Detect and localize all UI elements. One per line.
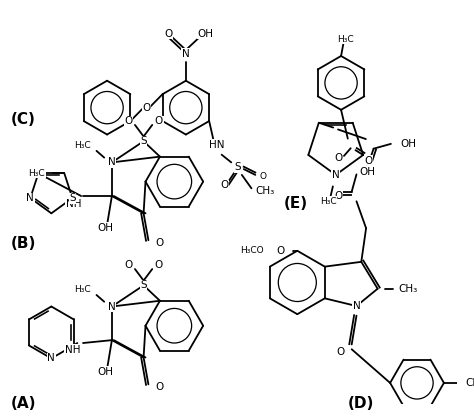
Text: O: O: [220, 180, 228, 190]
Text: S: S: [140, 136, 147, 146]
Text: O: O: [164, 29, 173, 39]
Text: OH: OH: [97, 366, 113, 376]
Text: NH: NH: [65, 199, 81, 209]
Text: OH: OH: [197, 29, 213, 39]
Text: OH: OH: [97, 223, 113, 233]
Text: (B): (B): [10, 236, 36, 251]
Text: H₃C: H₃C: [337, 35, 354, 44]
Text: CH₃: CH₃: [255, 186, 274, 196]
Text: N: N: [353, 301, 360, 311]
Text: O: O: [124, 260, 132, 270]
Text: N: N: [332, 170, 340, 180]
Text: O: O: [155, 238, 164, 248]
Text: H₃C: H₃C: [74, 285, 91, 294]
Text: O: O: [334, 191, 342, 201]
Text: N: N: [182, 49, 190, 59]
Text: N: N: [27, 193, 34, 203]
Text: O: O: [336, 347, 344, 357]
Text: OH: OH: [359, 167, 375, 177]
Text: OH: OH: [401, 139, 417, 149]
Text: H₃C: H₃C: [74, 141, 91, 150]
Text: O: O: [124, 116, 132, 126]
Text: O: O: [259, 172, 266, 181]
Text: (E): (E): [284, 196, 308, 211]
Text: O: O: [142, 103, 151, 113]
Text: CH₃: CH₃: [399, 284, 418, 294]
Text: H₃CO: H₃CO: [240, 246, 264, 255]
Text: H₃C: H₃C: [28, 169, 45, 178]
Text: NH: NH: [64, 345, 80, 355]
Text: (C): (C): [10, 112, 36, 127]
Text: S: S: [235, 162, 241, 172]
Text: N: N: [108, 157, 116, 167]
Text: O: O: [155, 382, 164, 392]
Text: O: O: [155, 260, 163, 270]
Text: O: O: [334, 153, 342, 163]
Text: HN: HN: [209, 140, 225, 150]
Text: H₃C: H₃C: [320, 197, 337, 206]
Text: O: O: [155, 116, 163, 126]
Text: (D): (D): [347, 396, 374, 411]
Text: N: N: [47, 354, 55, 364]
Text: S: S: [140, 280, 147, 290]
Text: Cl: Cl: [465, 378, 474, 388]
Text: O: O: [365, 156, 373, 166]
Text: N: N: [108, 302, 116, 312]
Text: (A): (A): [10, 396, 36, 411]
Text: O: O: [276, 246, 284, 256]
Text: S: S: [69, 193, 76, 203]
